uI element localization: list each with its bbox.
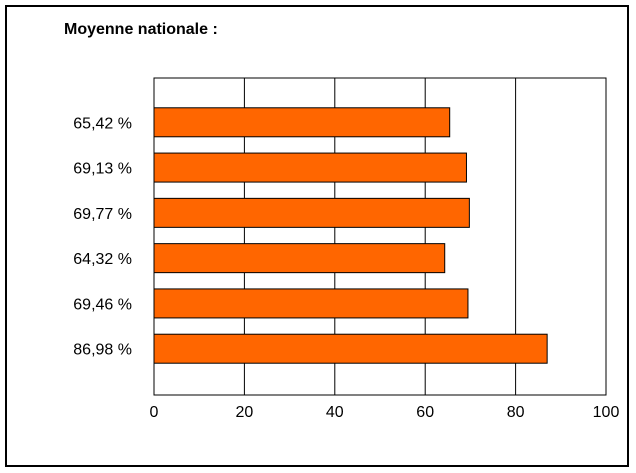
bar	[153, 243, 446, 274]
category-label: 64,32 %	[73, 251, 132, 268]
chart-title: Moyenne nationale :	[64, 21, 218, 38]
x-tick-label: 60	[416, 404, 434, 421]
x-tick-label: 20	[236, 404, 254, 421]
category-label: 69,77 %	[73, 206, 132, 223]
bar	[153, 107, 451, 138]
x-tick-label: 0	[150, 404, 159, 421]
x-tick-label: 100	[593, 404, 620, 421]
bar	[153, 152, 467, 183]
category-label: 86,98 %	[73, 342, 132, 359]
category-label: 69,13 %	[73, 161, 132, 178]
bar	[153, 333, 548, 364]
x-tick-label: 40	[326, 404, 344, 421]
x-tick-labels: 0 20 40 60 80 100	[150, 404, 620, 421]
category-labels: 65,42 % 69,13 % 69,77 % 64,32 % 69,46 % 86,98…	[73, 115, 132, 358]
x-tick-label: 80	[507, 404, 525, 421]
category-label: 65,42 %	[73, 115, 132, 132]
category-label: 69,46 %	[73, 296, 132, 313]
bars	[153, 107, 548, 364]
bar	[153, 288, 469, 319]
bar	[153, 197, 470, 228]
